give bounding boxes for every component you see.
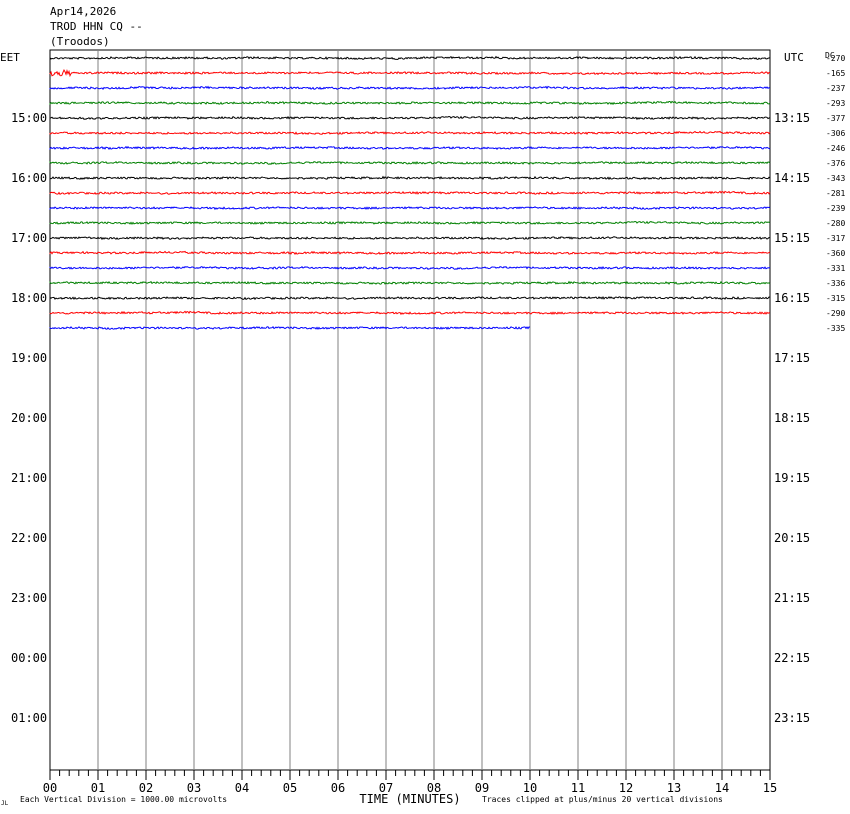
x-tick-label: 12 [619,781,633,795]
dc-offset-label: -315 [826,294,845,303]
right-hour-label: 18:15 [774,411,810,425]
trace-line [49,175,771,181]
right-hour-label: 22:15 [774,651,810,665]
left-hour-label: 21:00 [11,471,47,485]
x-tick-label: 03 [187,781,201,795]
right-timezone-label: UTC [784,51,804,64]
right-hour-label: 19:15 [774,471,810,485]
dc-offset-label: -306 [826,129,845,138]
trace-line [49,310,771,316]
dc-offset-label: -376 [826,159,845,168]
dc-offset-label: -335 [826,324,845,333]
x-tick-label: 01 [91,781,105,795]
station-label: TROD HHN CQ -- [50,20,143,33]
dc-offset-label: -343 [826,174,845,183]
x-tick-label: 08 [427,781,441,795]
date-label: Apr14,2026 [50,5,117,18]
x-tick-label: 07 [379,781,393,795]
dc-offset-label: -239 [826,204,845,213]
left-hour-label: 18:00 [11,291,47,305]
left-hour-label: 15:00 [11,111,47,125]
x-tick-label: 15 [763,781,777,795]
corner-mark: JL [1,800,9,807]
left-hour-label: 19:00 [11,351,47,365]
dc-offset-label: -280 [826,219,845,228]
trace-line [49,130,771,136]
trace-line [49,85,771,91]
dc-offset-label: -377 [826,114,845,123]
dc-offset-label: -246 [826,144,845,153]
trace-line [49,68,771,78]
left-hour-label: 01:00 [11,711,47,725]
left-hour-label: 17:00 [11,231,47,245]
trace-line [49,100,771,106]
x-tick-label: 14 [715,781,729,795]
dc-offset-label: -290 [826,309,845,318]
dc-offset-label: -331 [826,264,845,273]
x-tick-label: 00 [43,781,57,795]
x-tick-label: 13 [667,781,681,795]
left-timezone-label: EET [0,51,20,64]
right-hour-label: 16:15 [774,291,810,305]
trace-line [49,55,771,61]
axis-labels: 00 01 02 03 04 05 06 07 08 09 10 11 12 13 14 15 15:00 16:… [11,54,845,795]
left-hour-label: 23:00 [11,591,47,605]
trace-line [49,115,771,121]
trace-line [49,160,771,165]
dc-offset-label: -293 [826,99,845,108]
dc-offset-label: -317 [826,234,845,243]
x-axis-ticks [49,770,771,780]
trace-line [49,265,771,270]
trace-line [49,250,771,256]
x-tick-label: 09 [475,781,489,795]
right-hour-label: 14:15 [774,171,810,185]
right-hour-label: 20:15 [774,531,810,545]
x-tick-label: 06 [331,781,345,795]
right-hour-label: 21:15 [774,591,810,605]
x-tick-label: 02 [139,781,153,795]
dc-offset-label: -336 [826,279,845,288]
trace-line [49,145,771,151]
dc-offset-label: -165 [826,69,845,78]
dc-offset-label: -360 [826,249,845,258]
trace-line [49,220,771,225]
left-hour-label: 20:00 [11,411,47,425]
dc-offset-label: -237 [826,84,845,93]
clip-note: Traces clipped at plus/minus 20 vertical… [482,795,723,804]
right-hour-label: 17:15 [774,351,810,365]
left-hour-label: 22:00 [11,531,47,545]
trace-line [49,206,771,211]
trace-line [49,236,771,241]
dc-label: DC [825,51,835,60]
trace-line [49,326,531,330]
dc-offset-label: -281 [826,189,845,198]
dc-offset-label: -270 [826,54,845,63]
seismic-traces [49,55,771,330]
left-hour-label: 16:00 [11,171,47,185]
left-hour-label: 00:00 [11,651,47,665]
trace-line [49,295,771,301]
plot-frame [49,49,771,771]
x-axis-title: TIME (MINUTES) [359,792,460,806]
x-tick-label: 05 [283,781,297,795]
right-hour-label: 23:15 [774,711,810,725]
x-tick-label: 11 [571,781,585,795]
x-tick-label: 04 [235,781,249,795]
right-hour-label: 15:15 [774,231,810,245]
right-hour-label: 13:15 [774,111,810,125]
location-label: (Troodos) [50,35,110,48]
x-tick-label: 10 [523,781,537,795]
trace-line [49,190,771,196]
trace-line [49,280,771,285]
grid-lines [97,50,723,770]
scale-note: Each Vertical Division = 1000.00 microvo… [20,795,227,804]
